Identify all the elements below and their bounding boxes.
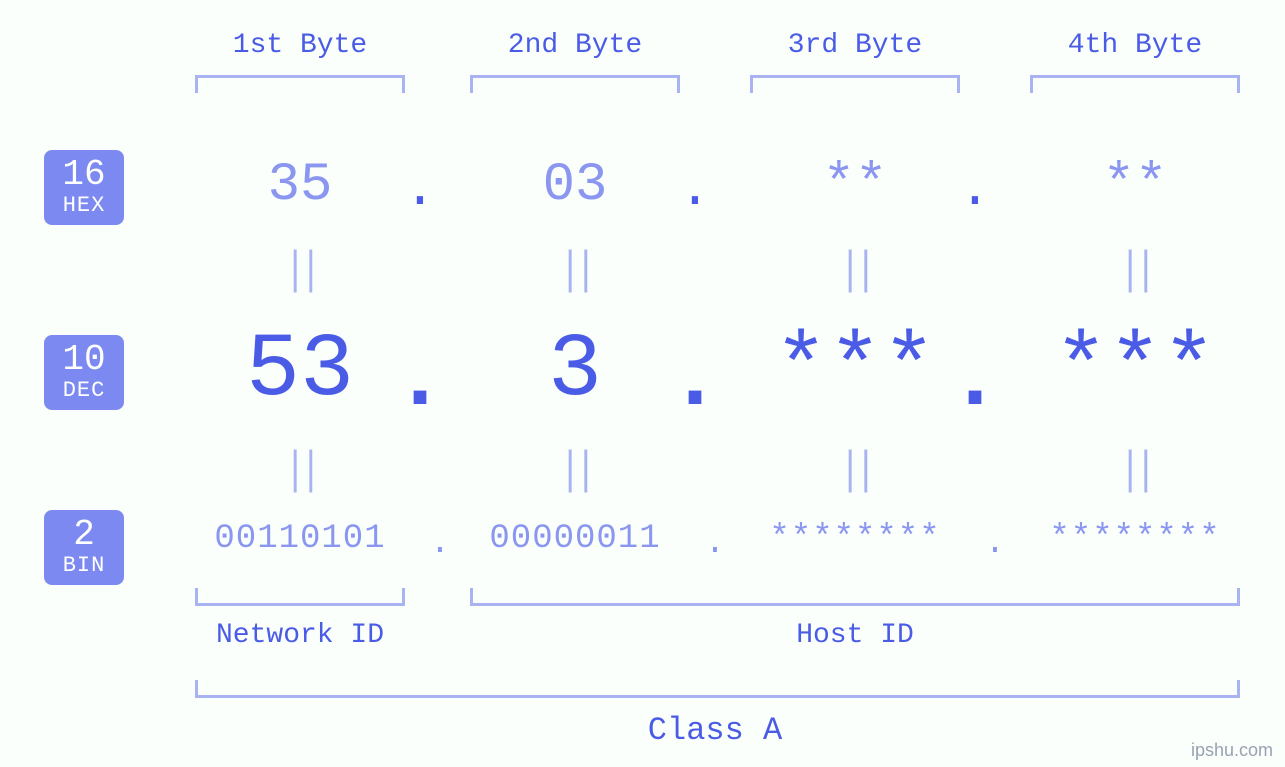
bin-byte-3: ********	[769, 520, 940, 558]
eq-mark: ||	[559, 244, 590, 297]
eq-mark: ||	[1119, 444, 1150, 497]
host-id-bracket	[470, 588, 1240, 606]
eq-mark: ||	[1119, 244, 1150, 297]
eq-mark: ||	[839, 244, 870, 297]
badge-hex: 16 HEX	[44, 150, 124, 225]
badge-hex-label: HEX	[44, 194, 124, 217]
badge-dec-num: 10	[44, 341, 124, 379]
hex-byte-3: **	[823, 155, 888, 216]
class-bracket	[195, 680, 1240, 698]
hex-byte-1: 35	[268, 155, 333, 216]
eq-mark: ||	[284, 444, 315, 497]
byte-header-3: 3rd Byte	[788, 30, 922, 61]
eq-mark: ||	[284, 244, 315, 297]
hex-dot-1: .	[404, 160, 436, 221]
byte-header-1: 1st Byte	[233, 30, 367, 61]
top-bracket-3	[750, 75, 960, 93]
badge-bin-num: 2	[44, 516, 124, 554]
badge-hex-num: 16	[44, 156, 124, 194]
hex-byte-4: **	[1103, 155, 1168, 216]
dec-dot-2: .	[668, 330, 722, 432]
host-id-label: Host ID	[796, 620, 914, 651]
watermark: ipshu.com	[1191, 740, 1273, 761]
hex-dot-2: .	[679, 160, 711, 221]
badge-bin: 2 BIN	[44, 510, 124, 585]
dec-byte-2: 3	[548, 320, 602, 422]
byte-header-4: 4th Byte	[1068, 30, 1202, 61]
dec-byte-3: ***	[774, 320, 936, 422]
top-bracket-2	[470, 75, 680, 93]
network-id-bracket	[195, 588, 405, 606]
badge-dec-label: DEC	[44, 379, 124, 402]
dec-byte-4: ***	[1054, 320, 1216, 422]
dec-byte-1: 53	[246, 320, 354, 422]
bin-dot-3: .	[985, 525, 1005, 563]
dec-dot-3: .	[948, 330, 1002, 432]
bin-byte-1: 00110101	[214, 520, 385, 558]
badge-dec: 10 DEC	[44, 335, 124, 410]
bin-dot-2: .	[705, 525, 725, 563]
top-bracket-4	[1030, 75, 1240, 93]
badge-bin-label: BIN	[44, 554, 124, 577]
eq-mark: ||	[839, 444, 870, 497]
network-id-label: Network ID	[216, 620, 384, 651]
hex-byte-2: 03	[543, 155, 608, 216]
dec-dot-1: .	[393, 330, 447, 432]
top-bracket-1	[195, 75, 405, 93]
bin-byte-2: 00000011	[489, 520, 660, 558]
class-label: Class A	[648, 712, 782, 749]
hex-dot-3: .	[959, 160, 991, 221]
bin-byte-4: ********	[1049, 520, 1220, 558]
ip-bytes-diagram: 1st Byte 2nd Byte 3rd Byte 4th Byte 16 H…	[0, 0, 1285, 767]
bin-dot-1: .	[430, 525, 450, 563]
eq-mark: ||	[559, 444, 590, 497]
byte-header-2: 2nd Byte	[508, 30, 642, 61]
